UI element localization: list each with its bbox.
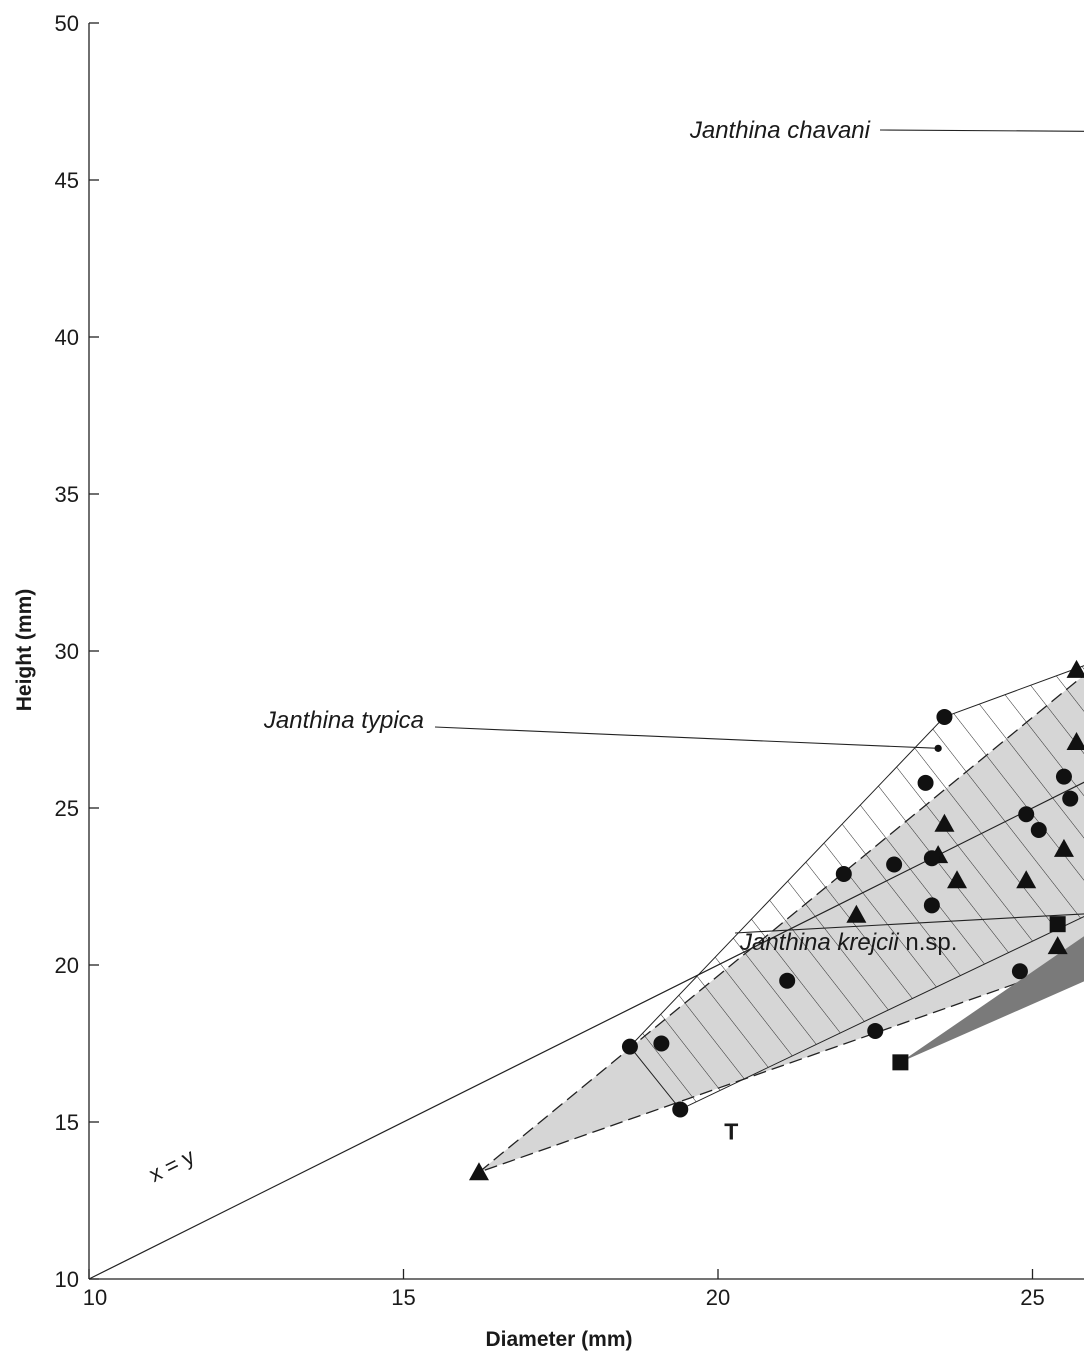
species-suffix: n.sp. — [899, 929, 958, 956]
y-tick-label: 25 — [55, 796, 79, 821]
circle-point — [867, 1022, 884, 1039]
triangle-point — [1047, 936, 1068, 955]
circle-point — [621, 1038, 638, 1055]
y-tick-label: 10 — [55, 1267, 79, 1292]
circle-point — [1011, 963, 1028, 980]
circle-point — [1062, 790, 1079, 807]
circle-point — [653, 1035, 670, 1052]
x-tick-label: 25 — [1020, 1285, 1044, 1310]
annotation-leader-line — [879, 129, 1084, 132]
annotation-janthina-typica: Janthina typica — [263, 707, 424, 734]
species-name: Janthina chavani — [689, 117, 871, 144]
y-tick-label: 30 — [55, 639, 79, 664]
annotation-dot — [934, 744, 942, 752]
square-point — [892, 1054, 909, 1071]
y-tick-label: 40 — [55, 325, 79, 350]
circle-point — [886, 856, 903, 873]
circle-point — [917, 774, 934, 791]
triangle-point — [1066, 732, 1084, 751]
triangle-point — [947, 870, 968, 889]
annotation-leader-line — [434, 726, 939, 749]
y-tick-label: 35 — [55, 482, 79, 507]
triangle-point — [1066, 659, 1084, 678]
y-axis-label: Height (mm) — [13, 589, 36, 712]
species-name: Janthina krejcii — [739, 929, 899, 956]
circle-point — [1055, 768, 1072, 785]
annotation-janthina-krejcii: Janthina krejcii n.sp. — [739, 929, 957, 956]
square-point — [1049, 916, 1066, 933]
site-label: T — [724, 1118, 738, 1144]
envelopes — [478, 665, 1084, 1173]
circle-point — [923, 897, 940, 914]
y-tick-label: 15 — [55, 1110, 79, 1135]
y-tick-label: 45 — [55, 168, 79, 193]
annotations: x = y Janthina chavani Janthina typica Jant… — [145, 117, 1084, 1187]
reference-line-label: x = y — [145, 1144, 198, 1187]
circle-point — [936, 708, 953, 725]
circle-point — [923, 850, 940, 867]
circle-point — [835, 865, 852, 882]
circle-point — [1030, 821, 1047, 838]
x-axis-label: Diameter (mm) — [485, 1328, 632, 1351]
reference-line-group — [89, 781, 1084, 1280]
reference-line — [89, 781, 1084, 1280]
x-tick-label: 10 — [83, 1285, 107, 1310]
triangle-point — [934, 813, 955, 832]
triangle-point — [468, 1162, 489, 1181]
annotation-janthina-chavani: Janthina chavani — [689, 117, 871, 144]
y-tick-label: 50 — [55, 11, 79, 36]
triangle-point — [1016, 870, 1037, 889]
triangle-point — [1053, 838, 1074, 857]
markers — [468, 659, 1084, 1181]
x-tick-label: 20 — [706, 1285, 730, 1310]
axes: 10152025303540101520253035404550Diameter… — [13, 11, 1084, 1351]
triangle-point — [846, 904, 867, 923]
circle-point — [779, 972, 796, 989]
circle-point — [1018, 806, 1035, 823]
envelope-janthina-typica — [629, 665, 1084, 1111]
species-name: Janthina typica — [263, 707, 424, 734]
envelope-janthina-krejcii — [900, 936, 1084, 1063]
circle-point — [672, 1101, 689, 1118]
annotation-leader-line — [734, 913, 1084, 934]
x-tick-label: 15 — [391, 1285, 415, 1310]
y-tick-label: 20 — [55, 953, 79, 978]
